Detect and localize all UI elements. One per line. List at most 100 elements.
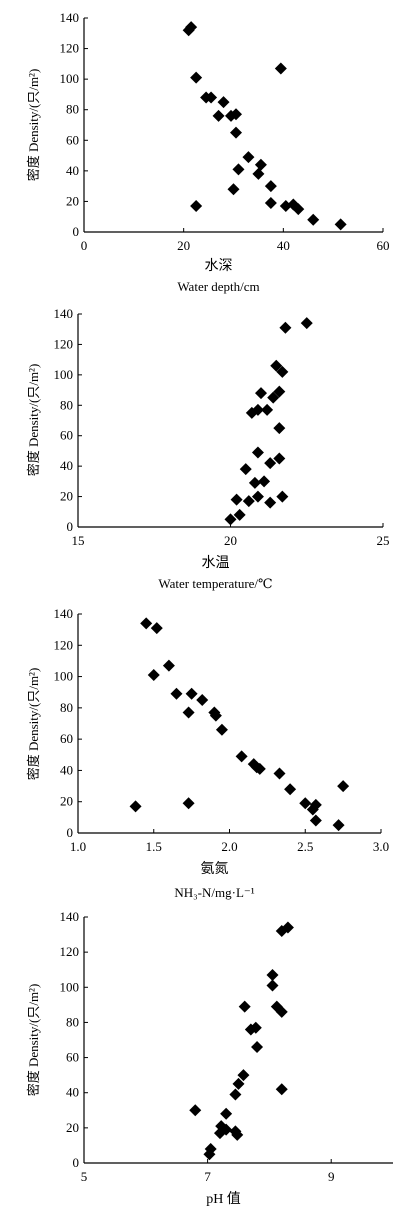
- data-point: [264, 457, 277, 470]
- x-tick-label: 1.5: [146, 839, 162, 854]
- data-point: [273, 422, 286, 435]
- data-point: [273, 452, 286, 465]
- y-axis-label: 密度 Density/(只/m²): [26, 364, 41, 477]
- y-tick-label: 60: [60, 731, 73, 746]
- x-tick-label: 15: [72, 533, 85, 548]
- data-point: [182, 706, 195, 719]
- data-point: [230, 493, 243, 506]
- data-point: [205, 91, 218, 104]
- data-point: [253, 762, 266, 775]
- data-point: [251, 446, 264, 459]
- y-tick-label: 0: [73, 1155, 80, 1170]
- data-point: [309, 814, 322, 827]
- data-point: [299, 797, 312, 810]
- y-tick-label: 60: [66, 132, 79, 147]
- data-point: [275, 1083, 288, 1096]
- y-tick-label: 80: [66, 102, 79, 117]
- data-point: [270, 359, 283, 372]
- data-point: [266, 968, 279, 981]
- data-point: [203, 1148, 216, 1161]
- data-point: [245, 406, 258, 419]
- data-point: [220, 1107, 233, 1120]
- data-point: [140, 617, 153, 630]
- data-point: [274, 62, 287, 75]
- y-tick-label: 140: [60, 909, 80, 924]
- x-tick-label: 5: [81, 1169, 88, 1184]
- data-point: [264, 180, 277, 193]
- data-point: [213, 1127, 226, 1140]
- data-point: [251, 1041, 264, 1054]
- data-point: [235, 750, 248, 763]
- data-point: [238, 1000, 251, 1013]
- data-point: [196, 694, 209, 707]
- data-point: [212, 109, 225, 122]
- data-point: [284, 783, 297, 796]
- data-point: [279, 321, 292, 334]
- data-point: [252, 167, 265, 180]
- data-point: [306, 803, 319, 816]
- y-tick-label: 40: [60, 762, 73, 777]
- x-axis-label-en: NH₃-N/mg·L⁻¹: [174, 885, 254, 900]
- x-axis-label-cn: 水温: [202, 555, 230, 571]
- x-tick-label: 1.0: [70, 839, 86, 854]
- y-tick-label: 20: [66, 193, 79, 208]
- y-tick-label: 40: [66, 163, 79, 178]
- y-tick-label: 80: [60, 700, 73, 715]
- data-point: [332, 819, 345, 832]
- y-tick-label: 100: [60, 71, 80, 86]
- y-tick-label: 40: [66, 1085, 79, 1100]
- y-tick-label: 20: [60, 489, 73, 504]
- data-point: [261, 403, 274, 416]
- x-axis-label-en: Water temperature/℃: [158, 576, 272, 591]
- x-tick-label: 20: [177, 238, 190, 253]
- data-point: [215, 723, 228, 736]
- y-tick-label: 60: [60, 428, 73, 443]
- data-point: [237, 1069, 250, 1082]
- data-point: [254, 158, 267, 171]
- y-tick-label: 0: [67, 519, 74, 534]
- data-point: [227, 183, 240, 196]
- data-point: [224, 513, 237, 526]
- data-point: [239, 463, 252, 476]
- y-tick-label: 80: [60, 397, 73, 412]
- x-tick-label: 7: [204, 1169, 211, 1184]
- x-tick-label: 2.5: [297, 839, 313, 854]
- x-axis-label-en: Water depth/cm: [177, 279, 259, 294]
- y-tick-label: 60: [66, 1050, 79, 1065]
- data-point: [147, 669, 160, 682]
- y-tick-label: 120: [60, 944, 80, 959]
- data-point: [129, 800, 142, 813]
- x-tick-label: 40: [277, 238, 290, 253]
- x-axis-label-cn: 水深: [205, 258, 233, 274]
- data-point: [266, 979, 279, 992]
- y-tick-label: 100: [54, 669, 74, 684]
- y-tick-label: 0: [73, 224, 80, 239]
- data-point: [185, 21, 198, 34]
- data-point: [242, 495, 255, 508]
- y-tick-label: 100: [54, 367, 74, 382]
- y-axis-label: 密度 Density/(只/m²): [26, 984, 41, 1097]
- data-point: [248, 476, 261, 489]
- x-axis-label-cn: 氨氮: [201, 861, 229, 877]
- data-point: [209, 709, 222, 722]
- y-tick-label: 140: [54, 606, 74, 621]
- y-tick-label: 100: [60, 979, 80, 994]
- x-tick-label: 60: [377, 238, 390, 253]
- data-point: [190, 200, 203, 213]
- y-tick-label: 120: [54, 637, 74, 652]
- x-tick-label: 9: [328, 1169, 335, 1184]
- data-point: [150, 622, 163, 635]
- data-point: [189, 1104, 202, 1117]
- x-tick-label: 20: [224, 533, 237, 548]
- data-point: [233, 508, 246, 521]
- data-point: [185, 687, 198, 700]
- x-axis-label-cn: pH 值: [206, 1191, 241, 1207]
- data-point: [162, 659, 175, 672]
- data-point: [292, 203, 305, 216]
- data-point: [251, 403, 264, 416]
- data-point: [273, 385, 286, 398]
- y-tick-label: 20: [66, 1120, 79, 1135]
- data-point: [276, 490, 289, 503]
